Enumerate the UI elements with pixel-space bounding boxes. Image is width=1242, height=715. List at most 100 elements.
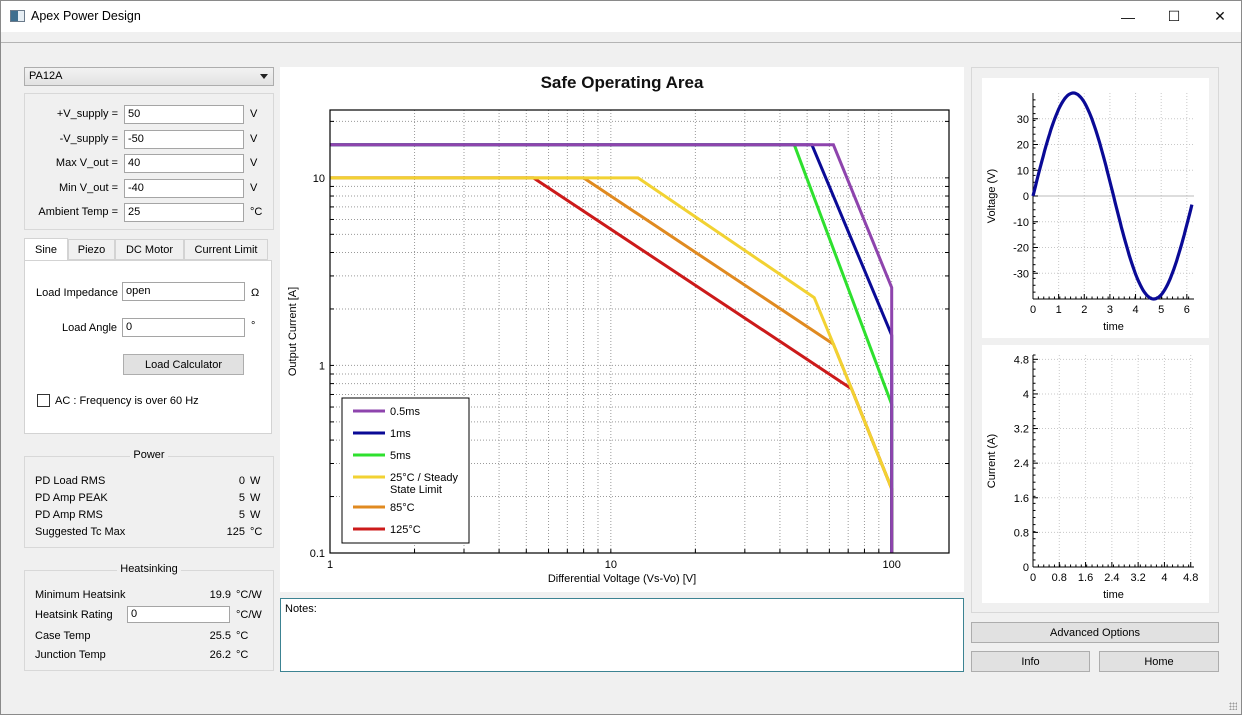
svg-text:4: 4 <box>1132 304 1138 316</box>
junction-temp-value: 26.2 <box>209 649 231 661</box>
svg-text:1: 1 <box>319 360 325 372</box>
svg-text:10: 10 <box>605 559 617 571</box>
svg-text:1: 1 <box>1056 304 1062 316</box>
minimum-heatsink-unit: °C/W <box>236 589 262 601</box>
svg-text:1.6: 1.6 <box>1078 572 1093 584</box>
svg-text:0: 0 <box>1030 572 1036 584</box>
svg-text:-30: -30 <box>1013 268 1029 280</box>
max-vout-unit: V <box>250 157 258 169</box>
home-button[interactable]: Home <box>1099 651 1219 672</box>
degree-unit: ° <box>251 320 256 332</box>
ambient-temp-label: Ambient Temp = <box>38 206 118 218</box>
ac-frequency-label: AC : Frequency is over 60 Hz <box>55 395 199 407</box>
v-supply-pos-unit: V <box>250 108 258 120</box>
close-button[interactable]: ✕ <box>1197 1 1242 32</box>
svg-text:0: 0 <box>1030 304 1036 316</box>
close-icon: ✕ <box>1214 8 1226 24</box>
svg-text:4: 4 <box>1161 572 1167 584</box>
heatsink-rating-label: Heatsink Rating <box>35 609 113 621</box>
device-select-value: PA12A <box>29 70 63 82</box>
svg-text:Safe Operating Area: Safe Operating Area <box>541 73 704 92</box>
max-vout-label: Max V_out = <box>55 157 118 169</box>
minimum-heatsink-label: Minimum Heatsink <box>35 589 126 601</box>
voltage-chart-canvas: 0 1 2 3 4 5 6 -30 -20 -10 0 10 20 30 time Voltage (V) <box>986 91 1194 333</box>
menu-bar <box>1 32 1241 43</box>
ac-frequency-checkbox[interactable] <box>37 394 50 407</box>
svg-text:3: 3 <box>1107 304 1113 316</box>
min-vout-unit: V <box>250 182 258 194</box>
suggested-tc-max-unit: °C <box>250 526 263 538</box>
voltage-chart: 0 1 2 3 4 5 6 -30 -20 -10 0 10 20 30 time Voltage (V) <box>982 78 1209 338</box>
v-supply-neg-unit: V <box>250 133 258 145</box>
load-calculator-button[interactable]: Load Calculator <box>123 354 244 375</box>
info-button[interactable]: Info <box>971 651 1090 672</box>
tab-current-limit[interactable]: Current Limit <box>184 239 268 260</box>
minimize-button[interactable]: — <box>1105 1 1151 32</box>
notes-textarea[interactable]: Notes: <box>280 598 964 672</box>
svg-text:5: 5 <box>1158 304 1164 316</box>
load-impedance-input[interactable]: open <box>122 282 245 301</box>
pd-load-rms-value: 0 <box>238 475 245 487</box>
svg-text:2: 2 <box>1081 304 1087 316</box>
svg-text:6: 6 <box>1184 304 1190 316</box>
heatsinking-group: Heatsinking Minimum Heatsink 19.9 °C/W H… <box>24 563 274 671</box>
power-group-title: Power <box>130 449 168 461</box>
pd-amp-rms-value: 5 <box>238 509 245 521</box>
load-angle-input[interactable]: 0 <box>122 318 245 337</box>
ambient-temp-input[interactable]: 25 <box>124 203 244 222</box>
load-impedance-label: Load Impedance <box>36 287 118 299</box>
v-supply-pos-label: +V_supply = <box>56 108 118 120</box>
load-angle-label: Load Angle <box>62 322 118 334</box>
svg-text:2.4: 2.4 <box>1104 572 1119 584</box>
notes-label: Notes: <box>285 603 317 615</box>
svg-text:time: time <box>1103 589 1124 601</box>
minimum-heatsink-value: 19.9 <box>209 589 231 601</box>
svg-text:time: time <box>1103 321 1124 333</box>
junction-temp-label: Junction Temp <box>35 649 106 661</box>
svg-text:0: 0 <box>1023 562 1029 574</box>
v-supply-pos-input[interactable]: 50 <box>124 105 244 124</box>
svg-text:State Limit: State Limit <box>390 484 442 496</box>
heatsink-rating-input[interactable]: 0 <box>127 606 230 623</box>
svg-text:Output Current [A]: Output Current [A] <box>287 287 299 376</box>
svg-text:10: 10 <box>1017 165 1029 177</box>
svg-text:0.5ms: 0.5ms <box>390 406 420 418</box>
svg-text:30: 30 <box>1017 114 1029 126</box>
case-temp-unit: °C <box>236 630 249 642</box>
heatsink-rating-unit: °C/W <box>236 609 262 621</box>
device-select[interactable]: PA12A <box>24 67 274 86</box>
current-chart-canvas: 0 0.8 1.6 2.4 3.2 4 4.8 0 0.8 1.6 2.4 3.2 4 4.8 time Cu… <box>986 354 1198 601</box>
svg-text:5ms: 5ms <box>390 450 411 462</box>
ohm-unit: Ω <box>251 287 260 299</box>
current-chart: 0 0.8 1.6 2.4 3.2 4 4.8 0 0.8 1.6 2.4 3.2 4 4.8 time Cu… <box>982 345 1209 603</box>
ambient-temp-unit: °C <box>250 206 263 218</box>
svg-text:Voltage (V): Voltage (V) <box>986 169 998 223</box>
soa-series <box>330 143 894 553</box>
max-vout-input[interactable]: 40 <box>124 154 244 173</box>
svg-text:3.2: 3.2 <box>1014 424 1029 436</box>
svg-text:Current (A): Current (A) <box>986 434 998 488</box>
svg-text:0: 0 <box>1023 191 1029 203</box>
min-vout-input[interactable]: -40 <box>124 179 244 198</box>
tab-piezo[interactable]: Piezo <box>68 239 115 260</box>
pd-load-rms-unit: W <box>250 475 261 487</box>
power-group: Power PD Load RMS 0 W PD Amp PEAK 5 W PD… <box>24 449 274 548</box>
pd-amp-peak-label: PD Amp PEAK <box>35 492 108 504</box>
svg-text:0.8: 0.8 <box>1052 572 1067 584</box>
svg-text:85°C: 85°C <box>390 502 415 514</box>
chevron-down-icon <box>260 74 268 79</box>
window-title: Apex Power Design <box>31 9 141 23</box>
title-bar: Apex Power Design — ☐ ✕ <box>1 1 1241 32</box>
soa-grid <box>329 110 949 554</box>
maximize-button[interactable]: ☐ <box>1151 1 1197 32</box>
v-supply-neg-input[interactable]: -50 <box>124 130 244 149</box>
svg-text:2.4: 2.4 <box>1014 458 1029 470</box>
svg-text:Differential Voltage (Vs-Vo) [: Differential Voltage (Vs-Vo) [V] <box>548 573 696 585</box>
advanced-options-button[interactable]: Advanced Options <box>971 622 1219 643</box>
resize-grip[interactable] <box>1229 702 1237 710</box>
tab-sine[interactable]: Sine <box>24 238 68 260</box>
svg-text:0.1: 0.1 <box>310 548 325 560</box>
tab-dc-motor[interactable]: DC Motor <box>115 239 184 260</box>
